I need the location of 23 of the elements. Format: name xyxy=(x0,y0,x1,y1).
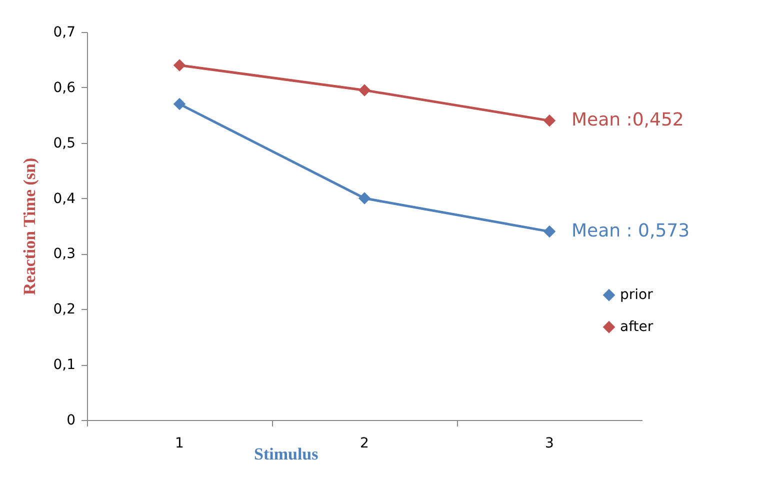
x-tick-label: 3 xyxy=(545,436,554,452)
point xyxy=(173,98,186,110)
y-tick-label: 0,4 xyxy=(53,190,76,207)
y-tick-label: 0,5 xyxy=(53,135,76,152)
y-tick-label: 0,6 xyxy=(53,80,76,96)
y-tick-label: 0,3 xyxy=(53,246,76,262)
legend-label: after xyxy=(620,319,654,336)
y-tick-label: 0 xyxy=(66,412,76,428)
x-tick-label: 1 xyxy=(175,436,184,452)
point xyxy=(358,84,371,96)
y-tick-label: 0,1 xyxy=(53,357,76,374)
point xyxy=(543,225,556,238)
x-axis-title: Stimulus xyxy=(254,444,319,464)
point xyxy=(358,192,371,204)
legend-label: prior xyxy=(620,287,654,304)
annotation: Mean : 0,573 xyxy=(572,220,690,242)
point xyxy=(173,59,186,72)
y-tick-label: 0,7 xyxy=(53,24,76,40)
x-tick-label: 2 xyxy=(360,436,369,452)
annotation: Mean :0,452 xyxy=(572,110,684,131)
y-tick-label: 0,2 xyxy=(53,302,76,318)
y-axis-title: Reaction Time (sn) xyxy=(20,158,40,296)
point xyxy=(543,114,556,127)
